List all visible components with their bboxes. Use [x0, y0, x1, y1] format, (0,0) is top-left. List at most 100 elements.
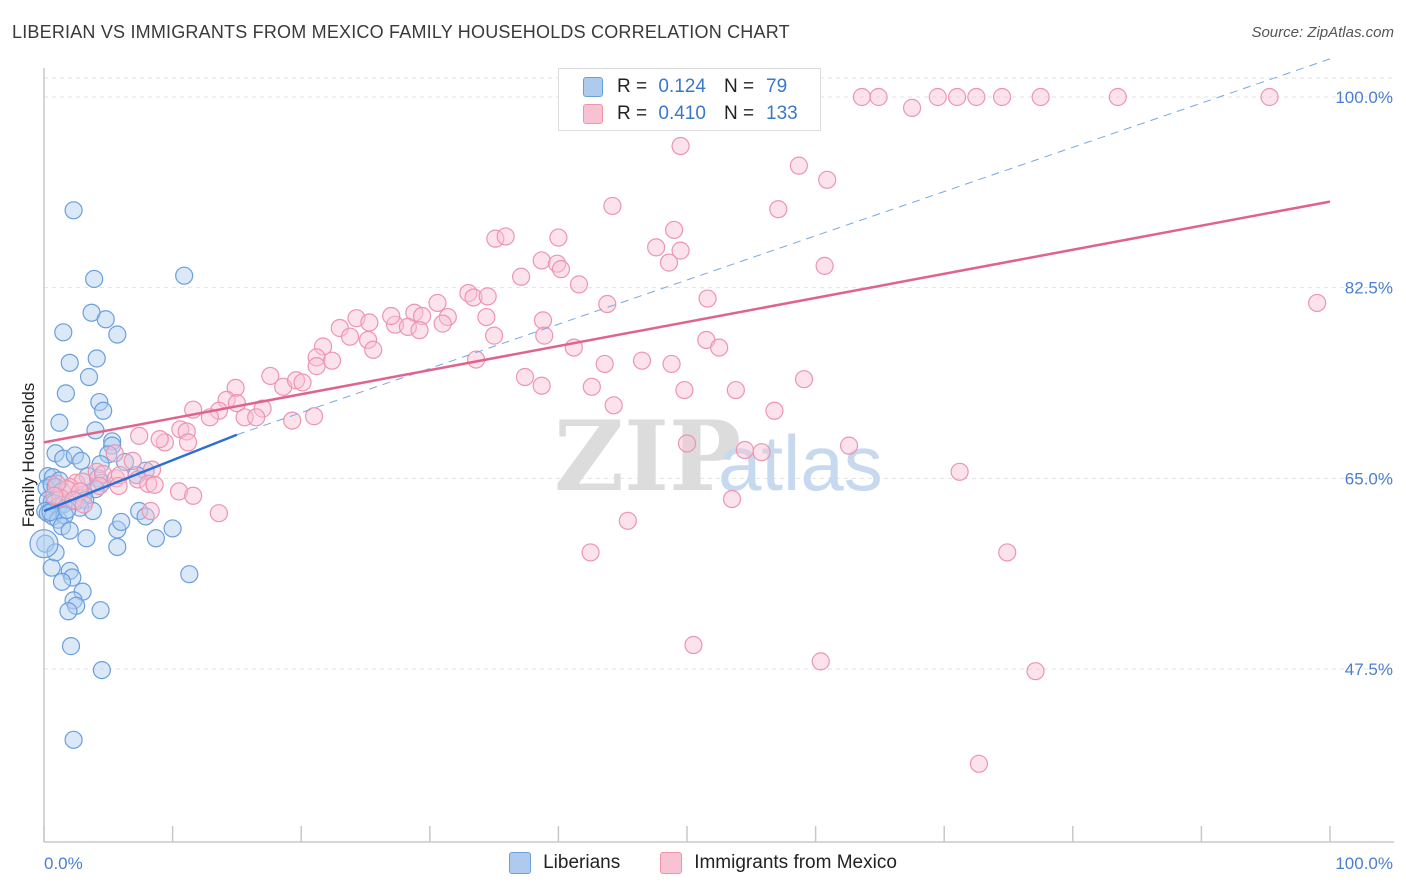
- x-tick-label: 0.0%: [44, 854, 83, 873]
- legend-r-label: R =: [617, 103, 648, 124]
- point-mexico: [726, 380, 745, 400]
- point-mexico: [1108, 87, 1127, 107]
- bottom-legend: Liberians Immigrants from Mexico: [0, 852, 1406, 874]
- legend-r-label: R =: [617, 76, 648, 97]
- point-mexico: [659, 253, 679, 272]
- point-mexico: [947, 87, 967, 107]
- point-liberians: [180, 565, 199, 584]
- point-mexico: [1260, 87, 1279, 107]
- axes: [43, 68, 1394, 843]
- point-mexico: [671, 136, 690, 156]
- y-tick-label: 65.0%: [1345, 469, 1393, 488]
- chart-title: LIBERIAN VS IMMIGRANTS FROM MEXICO FAMIL…: [12, 22, 790, 42]
- point-liberians: [60, 521, 79, 540]
- point-mexico: [902, 98, 922, 117]
- point-mexico: [769, 200, 788, 219]
- legend-r-value: 0.124: [658, 76, 706, 97]
- point-mexico: [789, 156, 808, 175]
- y-tick-label: 100.0%: [1335, 88, 1393, 107]
- legend-r-value: 0.410: [658, 103, 706, 124]
- point-mexico: [145, 475, 164, 494]
- bottom-legend-label: Liberians: [543, 852, 621, 873]
- point-mexico: [632, 351, 652, 370]
- point-mexico: [340, 327, 360, 346]
- point-liberians: [29, 529, 59, 559]
- point-liberians: [52, 572, 72, 591]
- point-liberians: [99, 445, 118, 464]
- point-mexico: [581, 543, 600, 562]
- point-mexico: [477, 307, 496, 327]
- point-liberians: [60, 353, 79, 372]
- point-mexico: [139, 474, 158, 493]
- point-mexico: [209, 504, 228, 523]
- point-mexico: [969, 754, 989, 773]
- point-mexico: [322, 351, 342, 370]
- point-mexico: [364, 340, 383, 359]
- point-mexico: [45, 486, 64, 505]
- y-axis-label: Family Households: [19, 383, 38, 528]
- point-liberians: [61, 637, 81, 656]
- point-liberians: [92, 660, 111, 680]
- bottom-legend-swatch-liberians: [509, 852, 532, 874]
- point-liberians: [77, 529, 96, 548]
- point-mexico: [869, 87, 888, 107]
- point-mexico: [852, 87, 871, 107]
- point-liberians: [42, 558, 61, 577]
- point-liberians: [87, 349, 106, 368]
- point-liberians: [163, 519, 182, 538]
- point-mexico: [169, 482, 189, 501]
- point-mexico: [815, 256, 834, 275]
- point-mexico: [551, 260, 571, 279]
- point-mexico: [950, 462, 969, 481]
- point-mexico: [992, 87, 1012, 107]
- trend-line-liberians-extension: [236, 58, 1331, 436]
- point-liberians: [91, 601, 110, 620]
- legend-swatch-mexico: [583, 104, 603, 124]
- point-mexico: [818, 170, 837, 189]
- point-liberians: [72, 451, 91, 471]
- point-mexico: [412, 306, 432, 326]
- point-liberians: [85, 269, 104, 289]
- point-mexico: [247, 408, 266, 427]
- trend-lines: [43, 58, 1331, 513]
- point-mexico: [261, 366, 280, 386]
- point-liberians: [54, 323, 73, 342]
- point-liberians: [64, 201, 83, 220]
- bottom-legend-swatch-mexico: [660, 852, 683, 874]
- point-liberians: [79, 367, 99, 387]
- point-mexico: [515, 367, 535, 387]
- point-liberians: [64, 730, 83, 749]
- point-mexico: [549, 228, 568, 247]
- point-mexico: [283, 411, 302, 430]
- bottom-legend-liberians[interactable]: Liberians: [509, 852, 620, 874]
- y-tick-label: 47.5%: [1345, 660, 1393, 679]
- legend-n-label: N =: [723, 103, 755, 124]
- point-mexico: [662, 354, 681, 374]
- point-mexico: [141, 501, 160, 521]
- point-liberians: [112, 512, 131, 532]
- point-mexico: [665, 220, 684, 240]
- point-liberians: [54, 449, 73, 468]
- point-liberians: [50, 413, 69, 432]
- point-mexico: [967, 87, 986, 107]
- tick-labels: 47.5% 65.0% 82.5% 100.0% 0.0% 100.0%: [44, 88, 1393, 873]
- watermark-atlas: atlas: [718, 419, 883, 507]
- bottom-legend-mexico[interactable]: Immigrants from Mexico: [660, 852, 897, 874]
- point-mexico: [533, 311, 553, 330]
- point-liberians: [175, 266, 194, 285]
- point-mexico: [811, 652, 830, 671]
- point-mexico: [410, 321, 429, 340]
- source-label: Source: ZipAtlas.com: [1251, 24, 1394, 41]
- point-mexico: [603, 196, 622, 216]
- point-mexico: [47, 474, 66, 493]
- point-mexico: [433, 314, 452, 333]
- bottom-legend-label: Immigrants from Mexico: [694, 852, 897, 873]
- point-liberians: [56, 384, 75, 403]
- legend-n-label: N =: [723, 76, 755, 97]
- point-mexico: [675, 380, 694, 400]
- point-mexico: [496, 227, 515, 246]
- point-mexico: [677, 434, 697, 453]
- point-mexico: [794, 370, 814, 389]
- legend-row-mexico: R = 0.410 N = 133: [583, 102, 798, 126]
- point-liberians: [108, 537, 127, 557]
